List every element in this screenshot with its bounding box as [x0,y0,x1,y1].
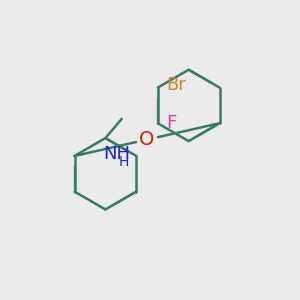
Text: Br: Br [166,76,186,94]
Text: NH: NH [103,146,130,164]
Text: F: F [166,114,176,132]
Text: O: O [139,130,155,149]
Text: H: H [119,154,129,169]
